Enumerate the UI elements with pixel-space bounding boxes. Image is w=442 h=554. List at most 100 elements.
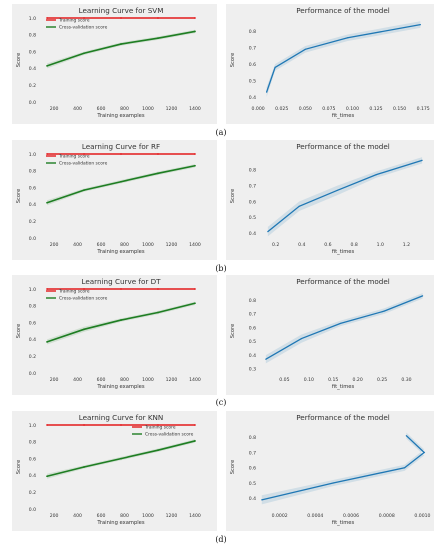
y-tick-label: 0.4 xyxy=(29,473,36,479)
learning-panel-background xyxy=(12,4,217,124)
cross-validation-score-point xyxy=(83,189,85,192)
x-tick-label: 400 xyxy=(73,106,82,112)
y-tick-label: 0.4 xyxy=(249,231,256,237)
caption-b: (b) xyxy=(215,264,227,273)
y-tick-label: 0.6 xyxy=(29,320,36,326)
x-tick-label: 1200 xyxy=(166,377,178,383)
x-tick-label: 0.0008 xyxy=(379,513,395,519)
performance-chart-1: Performance of the model 0.4 0.5 0.6 0.7 0.8 0… xyxy=(226,140,434,260)
x-tick-label: 0.100 xyxy=(346,106,359,112)
performance-chart-2: Performance of the model 0.3 0.4 0.5 0.6 0.7 0… xyxy=(226,275,434,395)
y-tick-label: 1.0 xyxy=(29,16,36,22)
y-tick-label: 0.7 xyxy=(249,312,256,318)
x-tick-label: 200 xyxy=(50,377,59,383)
series-point xyxy=(403,467,406,469)
cross-validation-score-point xyxy=(157,37,159,40)
training-score-point xyxy=(83,288,85,290)
series-point xyxy=(267,231,269,233)
cross-validation-score-point xyxy=(194,164,196,167)
performance-chart-0: Performance of the model 0.4 0.5 0.6 0.7 0.8 0… xyxy=(226,4,434,124)
series-point xyxy=(304,48,306,50)
x-axis-label: fit_times xyxy=(332,384,355,390)
y-tick-label: 0.3 xyxy=(249,367,256,373)
y-tick-label: 0.5 xyxy=(249,481,256,487)
y-tick-label: 0.8 xyxy=(29,33,36,39)
x-tick-label: 800 xyxy=(120,513,129,519)
cross-validation-score-confidence-band xyxy=(47,164,195,206)
cross-validation-score-point xyxy=(157,172,159,175)
series-point xyxy=(405,435,407,437)
y-axis-label: Score xyxy=(16,189,22,204)
x-tick-label: 400 xyxy=(73,513,82,519)
x-tick-label: 0.0004 xyxy=(307,513,323,519)
performance-panel-background xyxy=(226,411,434,531)
y-tick-label: 0.5 xyxy=(249,78,256,84)
legend-label: Training score xyxy=(58,154,90,160)
y-tick-label: 1.0 xyxy=(29,423,36,429)
chart-title: Learning Curve for RF xyxy=(82,142,160,151)
y-tick-label: 0.0 xyxy=(29,371,36,377)
x-tick-label: 1000 xyxy=(142,513,154,519)
performance-panel-background xyxy=(226,140,434,260)
series-confidence-band xyxy=(266,21,421,98)
x-axis-label: Training examples xyxy=(96,113,144,119)
training-score-point xyxy=(120,288,122,290)
y-tick-label: 0.4 xyxy=(29,337,36,343)
cross-validation-score-point xyxy=(120,319,122,321)
y-tick-label: 0.2 xyxy=(29,83,36,89)
y-tick-label: 0.2 xyxy=(29,219,36,225)
training-score-point xyxy=(46,288,48,290)
series-point xyxy=(336,189,338,192)
x-tick-label: 1000 xyxy=(142,106,154,112)
performance-chart-3: Performance of the model 0.4 0.5 0.6 0.7 0.8 0… xyxy=(226,411,434,531)
y-axis-label: Score xyxy=(16,53,22,68)
series-point xyxy=(339,322,342,325)
y-tick-label: 0.7 xyxy=(249,450,256,456)
x-tick-label: 200 xyxy=(50,242,59,248)
x-tick-label: 800 xyxy=(120,242,129,248)
x-tick-label: 0.15 xyxy=(328,377,338,383)
x-tick-label: 400 xyxy=(73,377,82,383)
learning-chart-3: Learning Curve for KNN 0.0 0.2 0.4 0.6 0.8 1.0… xyxy=(12,411,217,531)
x-axis-label: Training examples xyxy=(96,384,144,390)
training-score-point xyxy=(120,17,122,19)
series-point xyxy=(261,499,263,501)
x-tick-label: 0.0002 xyxy=(272,513,288,519)
x-axis-label: fit_times xyxy=(332,249,355,255)
y-axis-label: Score xyxy=(16,460,22,475)
performance-panel-background xyxy=(226,275,434,395)
x-tick-label: 1400 xyxy=(189,377,201,383)
y-tick-label: 0.0 xyxy=(29,507,36,513)
y-tick-label: 1.0 xyxy=(29,152,36,158)
training-score-point xyxy=(83,153,85,155)
y-tick-label: 0.8 xyxy=(249,435,256,441)
x-tick-label: 0.025 xyxy=(275,106,288,112)
x-tick-label: 800 xyxy=(120,106,129,112)
x-tick-label: 0.4 xyxy=(298,242,305,248)
learning-chart-0: Learning Curve for SVM 0.0 0.2 0.4 0.6 0.8 1.0… xyxy=(12,4,217,124)
x-axis-label: Training examples xyxy=(96,520,144,526)
x-axis-label: fit_times xyxy=(332,520,355,526)
y-tick-label: 0.2 xyxy=(29,490,36,496)
y-tick-label: 0.6 xyxy=(29,456,36,462)
cross-validation-score-point xyxy=(120,43,122,45)
training-score-point xyxy=(46,424,48,426)
series-point xyxy=(419,23,421,26)
y-axis-label: Score xyxy=(16,324,22,339)
x-tick-label: 0.0010 xyxy=(414,513,430,519)
series-point xyxy=(421,159,423,161)
cross-validation-score-point xyxy=(157,311,159,314)
y-axis-label: Score xyxy=(230,189,236,204)
x-tick-label: 1.2 xyxy=(403,242,410,248)
legend-label: Cross-validation score xyxy=(59,161,108,167)
y-tick-label: 0.8 xyxy=(249,29,256,35)
cross-validation-score-point xyxy=(194,30,196,33)
caption-d: (d) xyxy=(215,535,227,544)
training-score-point xyxy=(120,424,122,426)
x-tick-label: 0.125 xyxy=(369,106,382,112)
x-axis-label: Training examples xyxy=(96,249,144,255)
x-tick-label: 0.10 xyxy=(304,377,314,383)
series-point xyxy=(300,337,303,340)
x-tick-label: 1000 xyxy=(142,242,154,248)
cross-validation-score-point xyxy=(194,302,196,305)
